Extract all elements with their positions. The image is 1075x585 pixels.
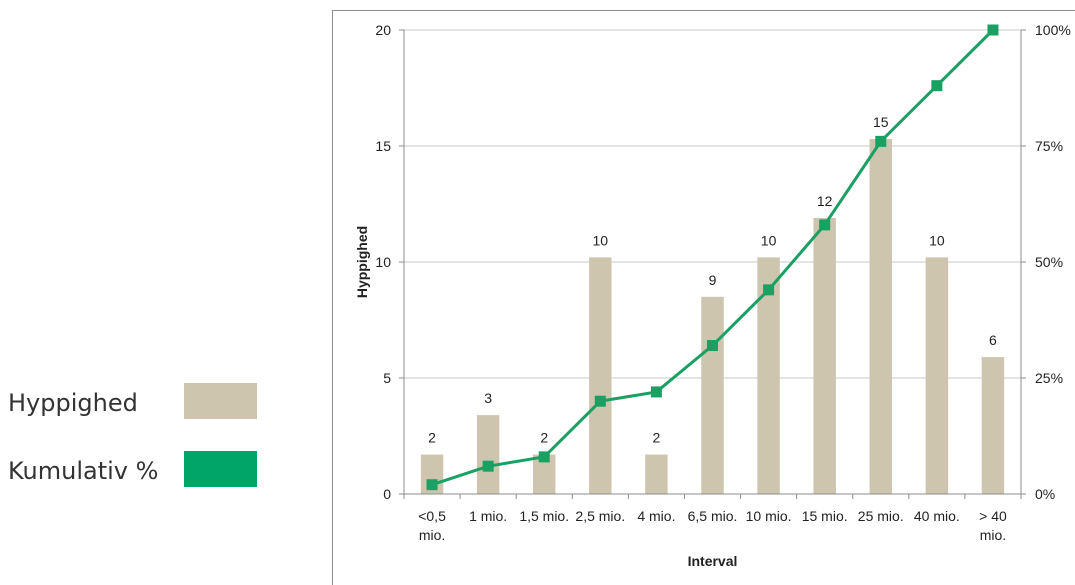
x-tick-label: 1 mio.: [469, 508, 507, 524]
y-tick-label: 0: [383, 486, 391, 502]
bar: [869, 139, 892, 495]
legend-item-kumulativ: Kumulativ %: [8, 451, 268, 491]
y2-tick-label: 100%: [1035, 22, 1071, 38]
point-layer: [426, 24, 999, 491]
x-tick-label: > 40 mio.: [979, 508, 1007, 543]
cumulative-point: [875, 135, 887, 147]
bar-data-label: 10: [761, 232, 777, 248]
y2-tick-label: 75%: [1035, 138, 1063, 154]
bar: [589, 257, 612, 494]
bar-data-label: 10: [929, 232, 945, 248]
bar: [981, 357, 1005, 494]
y-tick-label: 20: [375, 22, 391, 38]
cumulative-point: [763, 284, 775, 296]
cumulative-point: [594, 395, 606, 407]
y-tick-label: 10: [375, 254, 391, 270]
bar-data-label: 2: [653, 430, 661, 446]
x-tick-label: 15 mio.: [802, 508, 848, 524]
x-tick-label: 10 mio.: [746, 508, 792, 524]
legend-swatch-hyppighed: [184, 383, 257, 419]
bar-data-label: 2: [428, 430, 436, 446]
y-tick-label: 5: [383, 370, 391, 386]
x-tick-label: 40 mio.: [914, 508, 960, 524]
bar-data-label: 9: [709, 272, 717, 288]
bar-layer: [420, 139, 1005, 495]
cumulative-point: [538, 451, 550, 463]
legend-swatch-kumulativ: [184, 451, 257, 487]
axis-layer: 0 5 10 15 20 0% 25% 50% 75% 100% <0,5 mio. 1 mio. 1,5…: [354, 22, 1071, 569]
y2-tick-label: 25%: [1035, 370, 1063, 386]
cumulative-point: [707, 340, 718, 352]
bar: [476, 415, 500, 494]
bar-data-label: 2: [540, 430, 548, 446]
bar-data-label: 15: [873, 114, 889, 130]
cumulative-point: [650, 386, 662, 398]
bar-data-label: 3: [484, 390, 492, 406]
x-tick-label: 25 mio.: [858, 508, 904, 524]
y2-tick-label: 50%: [1035, 254, 1063, 270]
bar: [645, 454, 668, 494]
cumulative-point: [931, 80, 943, 92]
bar: [701, 296, 724, 494]
bar-data-label: 6: [989, 332, 997, 348]
cumulative-point: [482, 460, 494, 472]
cumulative-point: [426, 479, 438, 491]
x-tick-label: 1,5 mio.: [519, 508, 569, 524]
x-tick-label: <0,5 mio.: [418, 508, 446, 543]
label-layer: 2 3 2 10 2 9 10 12 15 10 6: [428, 114, 997, 446]
legend-label-kumulativ: Kumulativ %: [8, 457, 159, 485]
bar: [813, 217, 836, 495]
x-tick-label: 2,5 mio.: [575, 508, 625, 524]
x-tick-label: 6,5 mio.: [688, 508, 738, 524]
bar-data-label: 10: [593, 232, 609, 248]
cumulative-point: [819, 219, 831, 231]
y-axis-title: Hyppighed: [354, 226, 370, 298]
bar-data-label: 12: [817, 193, 833, 209]
y-tick-label: 15: [375, 138, 391, 154]
x-tick-label: 4 mio.: [637, 508, 675, 524]
cumulative-point: [987, 24, 999, 36]
legend-item-hyppighed: Hyppighed: [8, 383, 268, 423]
bar: [533, 454, 556, 494]
legend-label-hyppighed: Hyppighed: [8, 389, 138, 417]
bar: [757, 257, 780, 494]
chart-frame: [332, 10, 1075, 585]
y2-tick-label: 0%: [1035, 486, 1055, 502]
bar: [925, 257, 949, 494]
x-axis-title: Interval: [688, 553, 738, 569]
